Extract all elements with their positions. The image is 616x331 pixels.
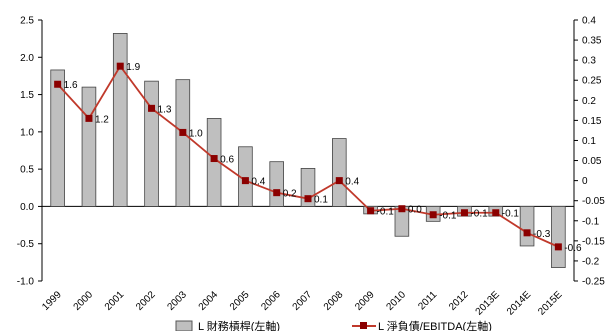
- right-tick-label: 0.35: [582, 36, 602, 47]
- line-marker: [398, 205, 406, 213]
- right-tick-label: -0.25: [582, 277, 605, 288]
- line-marker: [116, 62, 124, 70]
- data-label: -0.1: [439, 211, 457, 222]
- bar: [519, 206, 535, 247]
- line-marker: [492, 209, 500, 217]
- data-label: -0.1: [502, 209, 520, 220]
- line-marker: [85, 114, 93, 122]
- bar: [81, 86, 97, 207]
- left-tick-label: -0.5: [17, 239, 35, 250]
- x-tick-label: 2002: [134, 289, 158, 313]
- line-marker: [148, 104, 156, 112]
- left-tick-label: 2.0: [20, 53, 34, 64]
- right-tick-label: 0.1: [582, 136, 596, 147]
- data-label: 1.9: [126, 62, 140, 73]
- bar: [332, 138, 347, 207]
- x-tick-label: 2000: [72, 289, 96, 313]
- line-marker: [54, 80, 62, 88]
- data-label: 1.3: [158, 104, 172, 115]
- legend-bar-swatch: [175, 320, 193, 331]
- left-tick-label: 2.5: [20, 16, 34, 27]
- x-tick-label: 2003: [165, 289, 189, 313]
- data-label: -0.1: [377, 207, 395, 218]
- right-tick-label: -0.05: [582, 196, 605, 207]
- data-label: -0.1: [470, 209, 488, 220]
- data-label: 0.0: [408, 205, 422, 216]
- line-marker: [554, 243, 562, 251]
- legend-line-marker: [360, 322, 367, 329]
- right-tick-label: 0.2: [582, 96, 596, 107]
- x-tick-label: 2008: [322, 289, 346, 313]
- x-tick-label: 2010: [384, 289, 408, 313]
- bar: [144, 80, 159, 207]
- left-axis: 2.5 2.0 1.5 1.0 0.5 0.0 -0.5 -1.0: [17, 16, 574, 288]
- x-tick-label: 2005: [228, 289, 252, 313]
- left-tick-label: 0.0: [20, 202, 34, 213]
- x-tick-label: 1999: [40, 289, 64, 313]
- data-labels: 1.6 1.2 1.9 1.3 1.0 0.6 0.4 0.2 0.1 0.4 -0.1 0.0 -0.…: [64, 62, 582, 254]
- bar: [175, 79, 191, 207]
- data-label: -0.6: [564, 243, 582, 254]
- data-label: 0.6: [220, 155, 234, 166]
- x-tick-label: 2013E: [474, 289, 502, 317]
- line-marker: [523, 229, 531, 237]
- series-line: [56, 64, 559, 248]
- line-marker: [429, 211, 437, 219]
- data-label: 0.1: [314, 195, 328, 206]
- line-marker: [241, 177, 249, 185]
- line-marker: [304, 195, 312, 203]
- right-tick-label: 0.05: [582, 156, 602, 167]
- line-marker: [335, 177, 343, 185]
- data-label: 0.2: [283, 189, 297, 200]
- x-tick-label: 2009: [353, 289, 377, 313]
- left-tick-label: -1.0: [17, 277, 35, 288]
- data-label: 0.4: [345, 177, 359, 188]
- line-marker: [210, 155, 218, 163]
- line-series: [54, 62, 562, 251]
- line-marker: [367, 207, 375, 215]
- left-tick-label: 1.0: [20, 127, 34, 138]
- bar: [551, 206, 566, 268]
- right-tick-label: 0.3: [582, 56, 596, 67]
- x-tick-label: 2006: [259, 289, 283, 313]
- x-tick-label: 2004: [197, 289, 221, 313]
- line-marker: [460, 209, 468, 217]
- data-label: 1.0: [189, 128, 203, 139]
- data-label: 0.4: [251, 177, 265, 188]
- left-tick-label: 0.5: [20, 165, 34, 176]
- right-tick-label: -0.15: [582, 236, 605, 247]
- right-tick-label: 0.15: [582, 116, 602, 127]
- right-tick-label: 0: [582, 176, 588, 187]
- x-tick-label: 2015E: [536, 289, 564, 317]
- bar: [269, 161, 284, 207]
- data-label: 1.2: [95, 114, 109, 125]
- right-tick-label: -0.1: [582, 216, 600, 227]
- right-tick-label: 0.4: [582, 16, 596, 27]
- line-marker: [179, 128, 187, 136]
- x-tick-label: 2007: [291, 289, 315, 313]
- data-label: 1.6: [64, 80, 78, 91]
- legend: L 財務槓桿(左軸) L 淨負債/EBITDA(左軸): [175, 319, 492, 331]
- x-tick-label: 2012: [447, 289, 471, 313]
- bar: [50, 69, 65, 207]
- x-tick-label: 2011: [416, 289, 439, 312]
- legend-bar-label: L 財務槓桿(左軸): [198, 319, 280, 331]
- line-marker: [273, 189, 281, 197]
- right-tick-label: -0.2: [582, 256, 600, 267]
- x-tick-label: 2001: [103, 289, 127, 313]
- left-tick-label: 1.5: [20, 90, 34, 101]
- x-axis-labels: 1999 2000 2001 2002 2003 2004 2005 2006 2007 2008…: [40, 289, 564, 318]
- right-tick-label: 0.25: [582, 76, 602, 87]
- right-axis: 0.4 0.35 0.3 0.25 0.2 0.15 0.1 0.05 0 -0.05 -0.1 -0…: [573, 16, 605, 288]
- legend-line-label: L 淨負債/EBITDA(左軸): [378, 319, 492, 331]
- x-tick-label: 2014E: [505, 289, 533, 317]
- bar: [112, 33, 128, 207]
- data-label: -0.3: [533, 229, 551, 240]
